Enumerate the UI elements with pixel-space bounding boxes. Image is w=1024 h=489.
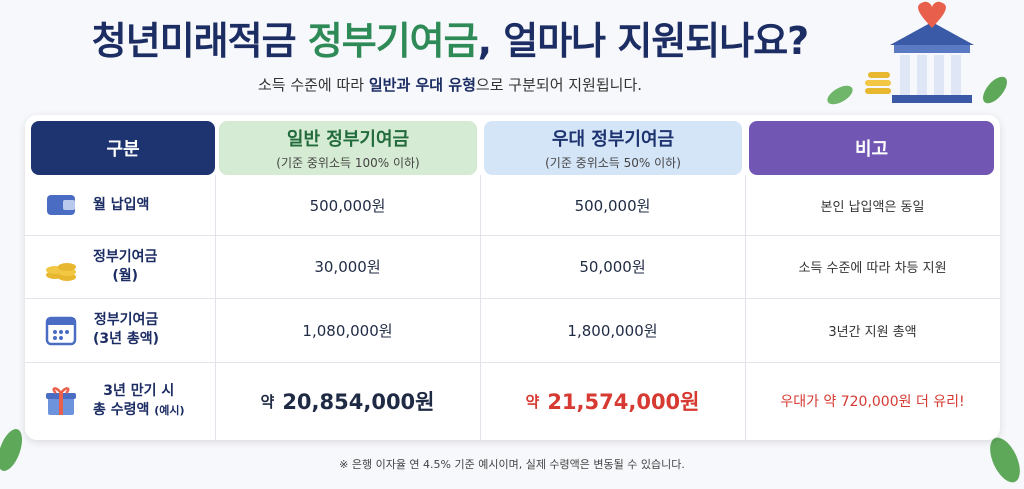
row-label-text: 총 수령액 <box>93 402 150 418</box>
title: 청년미래적금 정부기여금, 얼마나 지원되나요? <box>0 10 900 65</box>
value-text: 500,000원 <box>309 196 386 215</box>
row-divider <box>25 235 1000 236</box>
column-divider <box>480 175 481 440</box>
row-label-text: 월 납입액 <box>93 196 150 213</box>
value-prefix: 약 <box>525 392 540 411</box>
row-divider <box>25 362 1000 363</box>
value-cell: 약 20,854,000원 <box>215 362 480 440</box>
subtitle-bold: 일반과 우대 유형 <box>368 76 476 94</box>
column-divider <box>745 175 746 440</box>
header-cell: 구분 <box>31 121 215 175</box>
building-illustration <box>827 1 1007 105</box>
note-cell: 우대가 약 720,000원 더 유리! <box>745 362 1000 440</box>
value-text: 500,000원 <box>574 196 651 215</box>
title-highlight: 정부기여금 <box>307 19 479 63</box>
value-cell: 30,000원 <box>215 235 480 298</box>
value-cell: 1,080,000원 <box>215 298 480 362</box>
row-label-line: 월 납입액 <box>93 196 149 215</box>
row-label-text: 3년 만기 시 <box>103 383 175 400</box>
row-icon <box>46 262 76 281</box>
row-divider <box>25 298 1000 299</box>
row-label-text: 정부기여금 <box>93 312 159 329</box>
row-label-cell: 월 납입액 <box>25 175 215 235</box>
row-label-text: (월) <box>112 267 139 284</box>
value-text: 30,000원 <box>314 258 381 276</box>
note-cell: 본인 납입액은 동일 <box>745 175 1000 235</box>
subtitle: 소득 수준에 따라 일반과 우대 유형으로 구분되어 지원됩니다. <box>0 74 900 95</box>
row-label-text: (3년 총액) <box>93 331 160 347</box>
header-cell: 우대 정부기여금 (기준 중위소득 50% 이하) <box>484 121 742 175</box>
value-text: 20,854,000원 <box>282 390 435 414</box>
header-sub: (기준 중위소득 50% 이하) <box>545 156 681 170</box>
value-cell: 약 21,574,000원 <box>480 362 745 440</box>
note-text: 3년간 지원 총액 <box>828 324 917 340</box>
subtitle-text: 소득 수준에 따라 <box>257 76 365 94</box>
title-text: 청년미래적금 <box>91 19 297 63</box>
row-label-cell: 정부기여금 (3년 총액) <box>25 298 215 362</box>
row-label: 정부기여금 (3년 총액) <box>93 311 159 349</box>
value-text: 21,574,000원 <box>547 390 700 414</box>
header-title: 구분 <box>106 139 140 160</box>
note-cell: 소득 수준에 따라 차등 지원 <box>745 235 1000 298</box>
header-sub: (기준 중위소득 100% 이하) <box>276 156 420 170</box>
row-label-text: 정부기여금 <box>93 248 158 265</box>
subtitle-text: 으로 구분되어 지원됩니다. <box>475 76 643 94</box>
header-title: 우대 정부기여금 <box>551 129 675 150</box>
value-cell: 500,000원 <box>480 175 745 235</box>
row-label: 정부기여금 (월) <box>93 248 157 286</box>
header-title: 일반 정부기여금 <box>286 129 410 150</box>
row-label-line: (3년 총액) <box>93 330 159 349</box>
value-prefix: 약 <box>260 392 275 411</box>
note-text: 우대가 약 720,000원 더 유리! <box>780 394 965 410</box>
leaf-decoration <box>0 429 23 471</box>
row-icon <box>45 316 77 346</box>
header-cell: 비고 <box>749 121 994 175</box>
header-cell: 일반 정부기여금 (기준 중위소득 100% 이하) <box>219 121 477 175</box>
comparison-table: 구분 일반 정부기여금 (기준 중위소득 100% 이하) 우대 정부기여금 (기준… <box>25 115 1000 440</box>
header-title: 비고 <box>854 139 889 160</box>
column-divider <box>215 175 216 440</box>
footnote: ※ 은행 이자율 연 4.5% 기준 예시이며, 실제 수령액은 변동될 수 있… <box>339 458 685 471</box>
value-text: 50,000원 <box>579 258 646 276</box>
value-text: 1,800,000원 <box>567 321 658 340</box>
row-label: 월 납입액 <box>93 196 149 215</box>
value-text: 1,080,000원 <box>302 321 393 340</box>
value-cell: 500,000원 <box>215 175 480 235</box>
row-label-cell: 정부기여금 (월) <box>25 235 215 298</box>
row-icon <box>46 387 76 415</box>
value-cell: 1,800,000원 <box>480 298 745 362</box>
row-icon <box>47 195 75 215</box>
value-cell: 50,000원 <box>480 235 745 298</box>
row-label-line: 정부기여금 <box>93 248 157 267</box>
note-cell: 3년간 지원 총액 <box>745 298 1000 362</box>
row-label-small: (예시) <box>154 404 185 417</box>
note-text: 소득 수준에 따라 차등 지원 <box>798 261 947 276</box>
title-text: , 얼마나 지원되나요? <box>477 19 810 63</box>
row-label-line: 총 수령액 (예시) <box>93 401 185 420</box>
row-label-line: (월) <box>93 267 157 286</box>
leaf-decoration <box>990 437 1020 483</box>
row-label-line: 3년 만기 시 <box>93 382 185 401</box>
row-label-line: 정부기여금 <box>93 311 159 330</box>
note-text: 본인 납입액은 동일 <box>820 199 925 215</box>
